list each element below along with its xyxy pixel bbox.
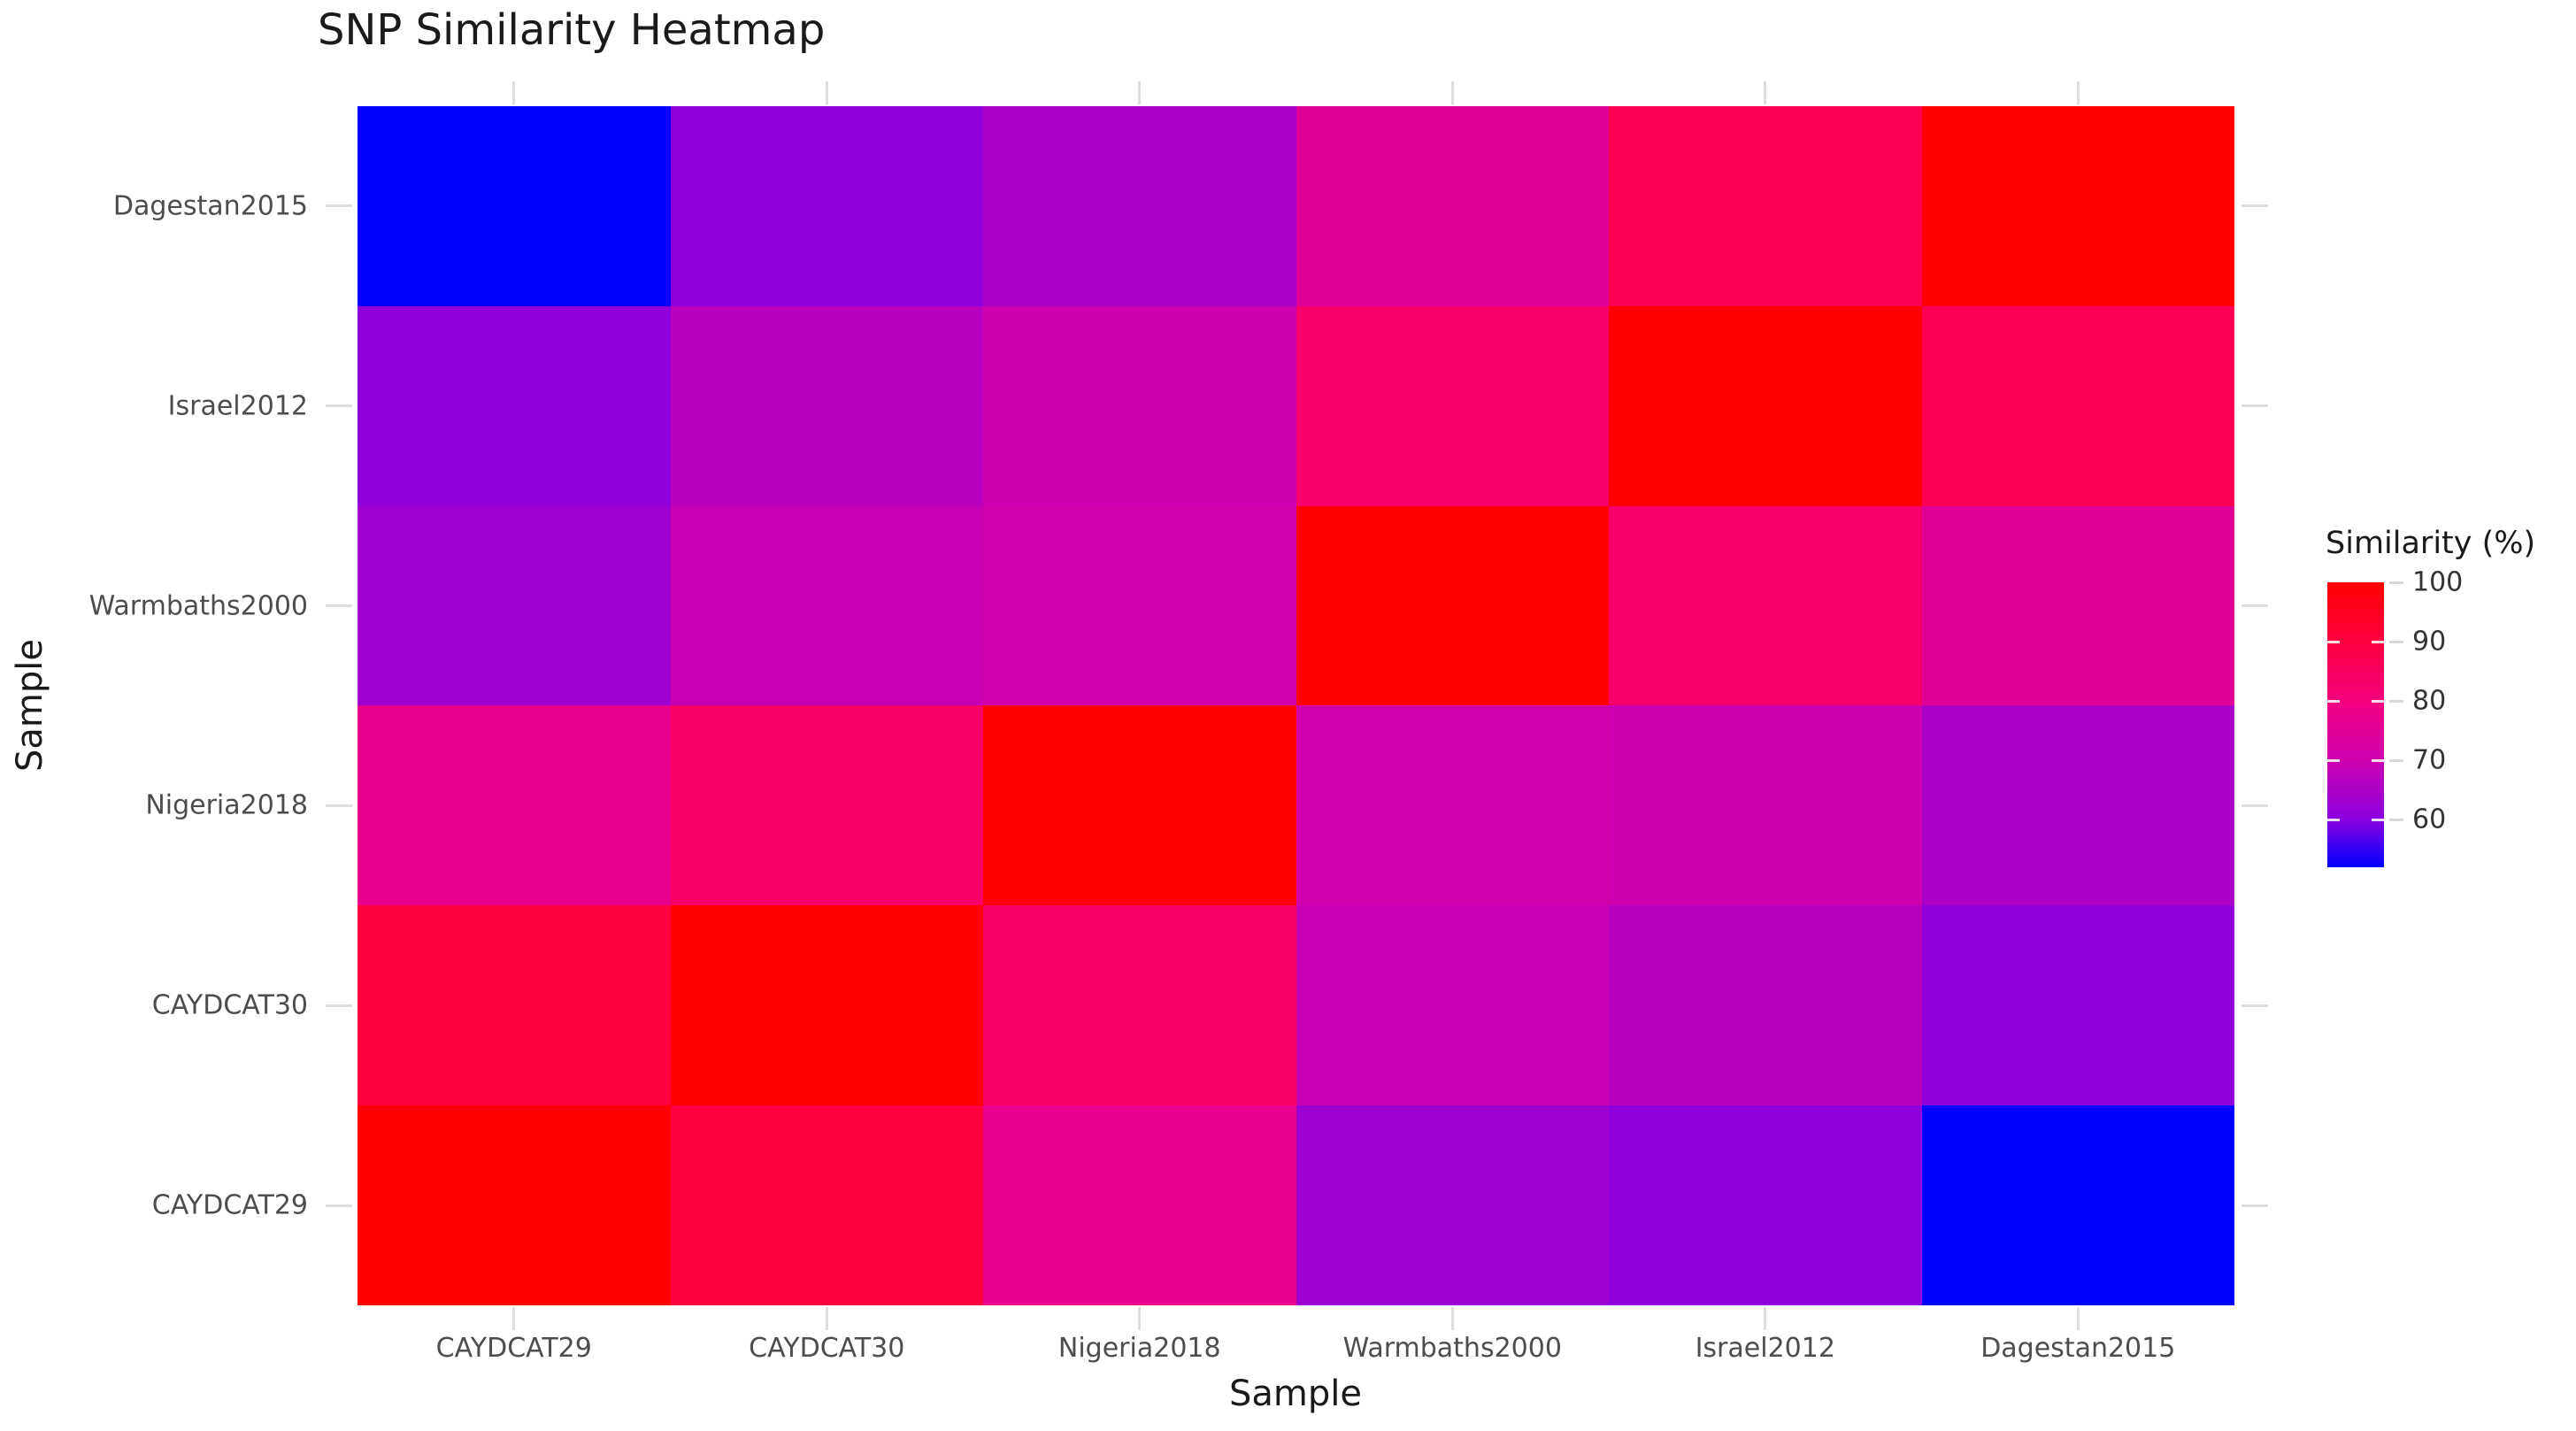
y-tick-label: Warmbaths2000 — [88, 590, 308, 622]
heatmap-cell — [1609, 1105, 1922, 1305]
x-grid-stub-top — [1138, 81, 1142, 104]
legend-tick-label: 100 — [2412, 566, 2464, 598]
y-grid-stub-right — [2242, 1204, 2268, 1207]
heatmap-cell — [1296, 305, 1609, 506]
legend-colorbar — [2327, 582, 2384, 867]
heatmap-cell — [1921, 106, 2234, 306]
y-grid-stub-right — [2242, 604, 2268, 608]
heatmap-cell — [1921, 505, 2234, 706]
heatmap-cell — [1609, 106, 1922, 306]
heatmap-cell — [358, 505, 671, 706]
x-tick-label: Israel2012 — [1695, 1333, 1835, 1364]
chart-title: SNP Similarity Heatmap — [318, 5, 826, 55]
y-grid-stub-right — [2242, 204, 2268, 208]
legend-tick-notch — [2372, 699, 2384, 703]
heatmap-cell — [1609, 905, 1922, 1106]
legend-tick-notch — [2372, 818, 2384, 821]
heatmap-cell — [358, 905, 671, 1106]
x-grid-stub-bottom — [512, 1307, 516, 1330]
legend-tick-notch — [2327, 640, 2340, 643]
y-grid-stub-left — [326, 1204, 352, 1207]
heatmap-cell — [983, 505, 1296, 706]
y-grid-stub-right — [2242, 804, 2268, 807]
legend-tick-notch — [2327, 699, 2340, 703]
heatmap-cell — [1921, 705, 2234, 906]
heatmap-cell — [358, 705, 671, 906]
legend-tick-label: 70 — [2412, 744, 2447, 776]
heatmap-cell — [1296, 505, 1609, 706]
x-tick-label: CAYDCAT29 — [435, 1333, 592, 1364]
x-grid-stub-bottom — [1764, 1307, 1767, 1330]
y-grid-stub-right — [2242, 404, 2268, 408]
y-grid-stub-left — [326, 404, 352, 408]
legend-title: Similarity (%) — [2326, 526, 2536, 561]
legend-tick-mark — [2389, 581, 2403, 584]
x-tick-label: Warmbaths2000 — [1342, 1333, 1562, 1364]
heatmap-cell — [1609, 505, 1922, 706]
heatmap-cell — [1921, 1105, 2234, 1305]
heatmap-cell — [1296, 106, 1609, 306]
heatmap-cell — [1921, 905, 2234, 1106]
x-tick-label: Nigeria2018 — [1057, 1333, 1221, 1364]
x-tick-label: Dagestan2015 — [1980, 1333, 2176, 1364]
x-grid-stub-top — [2076, 81, 2080, 104]
y-grid-stub-left — [326, 1004, 352, 1007]
x-tick-label: CAYDCAT30 — [749, 1333, 905, 1364]
heatmap-cell — [670, 106, 983, 306]
legend-tick-notch — [2327, 758, 2340, 762]
x-grid-stub-top — [512, 81, 516, 104]
heatmap-cell — [670, 905, 983, 1106]
legend-tick-notch — [2372, 640, 2384, 643]
heatmap-cell — [670, 1105, 983, 1305]
x-grid-stub-bottom — [1138, 1307, 1142, 1330]
legend-tick-label: 90 — [2412, 626, 2447, 658]
heatmap-cell — [1296, 905, 1609, 1106]
heatmap-cell — [358, 305, 671, 506]
y-axis-title: Sample — [10, 639, 50, 772]
y-grid-stub-left — [326, 804, 352, 807]
legend-tick-label: 60 — [2412, 804, 2447, 835]
y-tick-label: CAYDCAT29 — [151, 1189, 308, 1221]
y-tick-label: Nigeria2018 — [145, 789, 308, 821]
legend-tick-mark — [2389, 818, 2403, 821]
heatmap-cell — [983, 705, 1296, 906]
heatmap-cell — [358, 1105, 671, 1305]
heatmap-cell — [670, 505, 983, 706]
y-tick-label: Dagestan2015 — [112, 190, 308, 222]
x-grid-stub-top — [1764, 81, 1767, 104]
heatmap-grid — [358, 106, 2234, 1305]
legend-tick-notch — [2327, 818, 2340, 821]
y-grid-stub-left — [326, 204, 352, 208]
heatmap-cell — [670, 705, 983, 906]
y-tick-label: CAYDCAT30 — [151, 989, 308, 1021]
heatmap-cell — [983, 1105, 1296, 1305]
x-axis-title: Sample — [1229, 1373, 1362, 1414]
heatmap-cell — [983, 905, 1296, 1106]
heatmap-cell — [983, 305, 1296, 506]
x-grid-stub-bottom — [2076, 1307, 2080, 1330]
x-grid-stub-top — [825, 81, 828, 104]
heatmap-cell — [1296, 705, 1609, 906]
y-grid-stub-left — [326, 604, 352, 608]
legend-tick-label: 80 — [2412, 685, 2447, 717]
heatmap-cell — [1921, 305, 2234, 506]
heatmap-cell — [1296, 1105, 1609, 1305]
x-grid-stub-top — [1450, 81, 1454, 104]
x-grid-stub-bottom — [1450, 1307, 1454, 1330]
legend-tick-mark — [2389, 640, 2403, 643]
heatmap-cell — [1609, 305, 1922, 506]
heatmap-cell — [358, 106, 671, 306]
y-grid-stub-right — [2242, 1004, 2268, 1007]
legend-tick-mark — [2389, 758, 2403, 762]
heatmap-cell — [1609, 705, 1922, 906]
heatmap-cell — [670, 305, 983, 506]
y-tick-label: Israel2012 — [167, 390, 308, 422]
legend-tick-mark — [2389, 699, 2403, 703]
heatmap-cell — [983, 106, 1296, 306]
legend-tick-notch — [2372, 758, 2384, 762]
x-grid-stub-bottom — [825, 1307, 828, 1330]
